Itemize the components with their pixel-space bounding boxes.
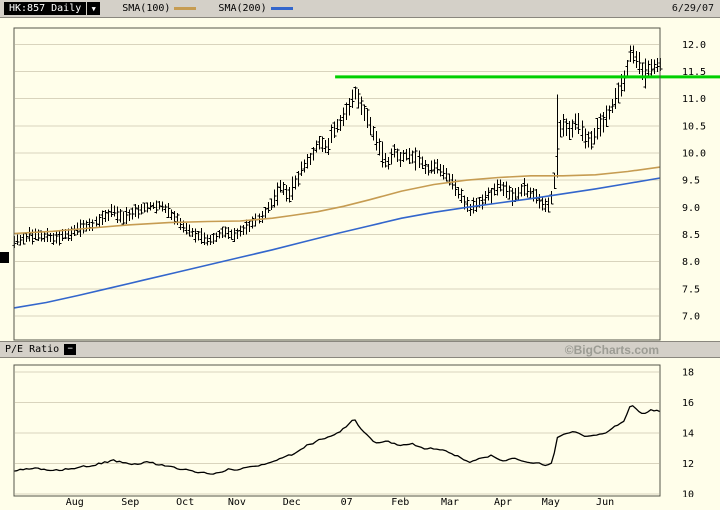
month-label: Apr (493, 497, 513, 508)
left-axis-handle[interactable] (0, 252, 9, 263)
month-label: Oct (176, 497, 195, 508)
svg-text:14: 14 (682, 429, 694, 440)
month-label: Feb (391, 497, 410, 508)
sma200-label: SMA(200) (218, 3, 267, 14)
sma100-color-swatch (174, 7, 197, 10)
x-axis-months: Aug Sep Oct Nov Dec 07 Feb Mar Apr May Jun (0, 497, 720, 510)
svg-text:11.0: 11.0 (682, 94, 706, 105)
month-label: Sep (121, 497, 140, 508)
pe-y-axis-labels: 18 16 14 12 10 (682, 368, 694, 498)
symbol-selector[interactable]: HK:857 Daily (4, 2, 87, 15)
svg-text:16: 16 (682, 398, 694, 409)
sma100-line (13, 166, 661, 235)
svg-text:18: 18 (682, 368, 694, 379)
bigcharts-watermark: ©BigCharts.com (564, 342, 659, 357)
month-label: Aug (65, 497, 84, 508)
symbol-dropdown-button[interactable]: ▼ (87, 2, 101, 15)
chart-toolbar: HK:857 Daily ▼ SMA(100) SMA(200) 6/29/07 (0, 0, 720, 18)
price-gridlines (15, 43, 659, 317)
minus-icon: − (67, 344, 73, 354)
collapse-pe-button[interactable]: − (64, 344, 77, 355)
sma200-color-swatch (270, 7, 293, 10)
month-label: 07 (340, 497, 353, 508)
svg-text:12: 12 (682, 459, 694, 470)
svg-text:10.5: 10.5 (682, 121, 706, 132)
svg-text:7.5: 7.5 (682, 284, 700, 295)
svg-text:7.0: 7.0 (682, 312, 700, 323)
month-label: Mar (441, 497, 460, 508)
svg-text:8.0: 8.0 (682, 257, 700, 268)
svg-text:10: 10 (682, 490, 694, 498)
month-label: Jun (596, 497, 615, 508)
svg-text:8.5: 8.5 (682, 230, 700, 241)
pe-line (13, 405, 661, 475)
chevron-down-icon: ▼ (91, 4, 96, 13)
sma100-label: SMA(100) (122, 3, 171, 14)
svg-text:9.0: 9.0 (682, 203, 700, 214)
legend-sma200: SMA(200) (218, 3, 293, 14)
svg-text:12.0: 12.0 (682, 40, 706, 51)
svg-text:10.0: 10.0 (682, 149, 706, 160)
price-chart-panel: 12.0 11.5 11.0 10.5 10.0 9.5 9.0 8.5 8.0 7.5 7.0 (0, 18, 720, 341)
pe-chart: 18 16 14 12 10 (0, 358, 720, 497)
month-label: Nov (227, 497, 246, 508)
pe-ratio-bar: P/E Ratio − ©BigCharts.com (0, 341, 720, 358)
month-label: Dec (282, 497, 301, 508)
pe-chart-panel: 18 16 14 12 10 (0, 358, 720, 497)
svg-text:11.5: 11.5 (682, 67, 706, 78)
price-chart: 12.0 11.5 11.0 10.5 10.0 9.5 9.0 8.5 8.0 7.5 7.0 (0, 18, 720, 341)
price-y-axis-labels: 12.0 11.5 11.0 10.5 10.0 9.5 9.0 8.5 8.0 7.5 7.0 (682, 40, 706, 323)
legend-sma100: SMA(100) (122, 3, 197, 14)
chart-date: 6/29/07 (671, 3, 714, 14)
symbol-label: HK:857 Daily (9, 3, 82, 14)
price-candles (12, 45, 663, 248)
month-label: May (541, 497, 560, 508)
svg-text:9.5: 9.5 (682, 176, 700, 187)
sma200-line (13, 177, 661, 309)
pe-ratio-label: P/E Ratio (5, 344, 60, 355)
